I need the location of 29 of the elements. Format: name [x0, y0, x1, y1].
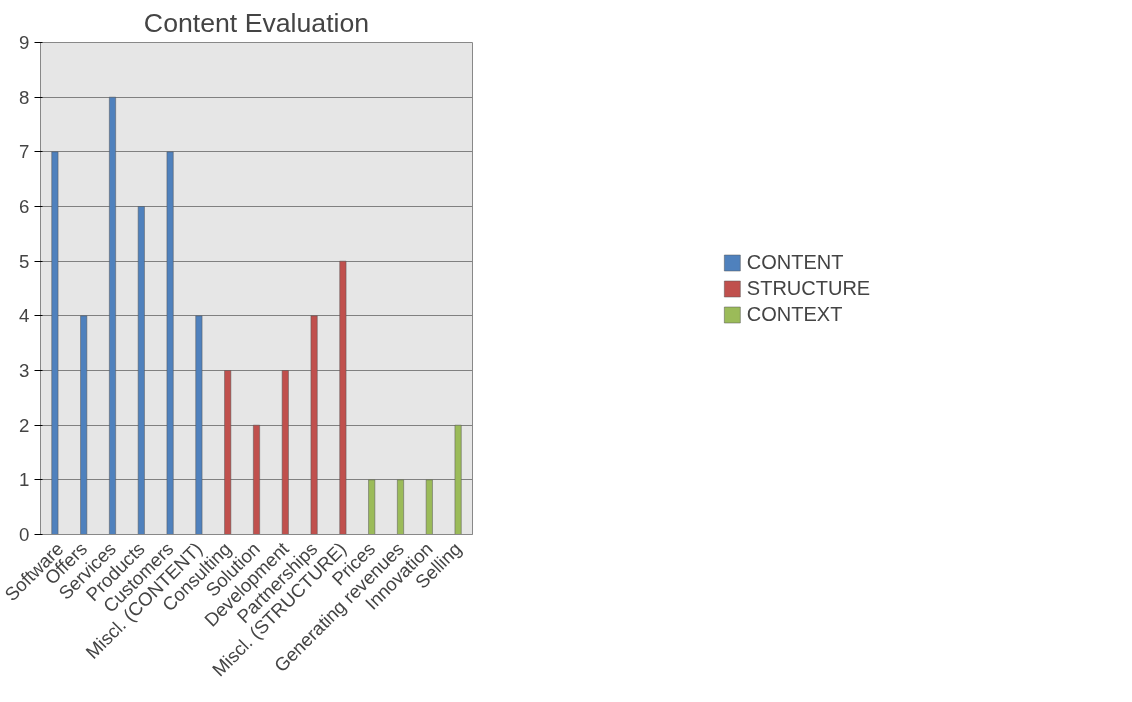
bar — [425, 479, 433, 535]
y-tick-label: 6 — [19, 196, 30, 217]
bar — [339, 260, 347, 535]
y-tick-label: 1 — [19, 469, 30, 491]
bar — [281, 370, 289, 535]
bar — [224, 370, 232, 535]
y-tick-label: 5 — [19, 250, 30, 272]
chart-title: Content Evaluation — [143, 7, 370, 38]
y-tick-label: 9 — [19, 32, 30, 53]
y-tick-label: 7 — [19, 141, 30, 163]
legend-label: STRUCTURE — [746, 276, 871, 300]
bar — [166, 151, 174, 535]
bar — [80, 315, 88, 535]
legend-label: CONTENT — [746, 250, 844, 274]
bar — [397, 479, 404, 535]
bar — [109, 96, 116, 535]
bar — [51, 151, 59, 535]
legend-label: CONTEXT — [746, 302, 843, 326]
bar — [310, 315, 318, 535]
bar — [454, 424, 462, 535]
y-tick-label: 3 — [19, 360, 30, 381]
bar — [195, 315, 203, 535]
bar — [137, 206, 145, 535]
bar — [368, 479, 376, 535]
y-tick-label: 4 — [19, 305, 30, 327]
y-tick-label: 2 — [19, 414, 30, 436]
y-tick-label: 0 — [19, 524, 30, 545]
bar — [253, 424, 260, 535]
y-tick-label: 8 — [19, 86, 30, 108]
